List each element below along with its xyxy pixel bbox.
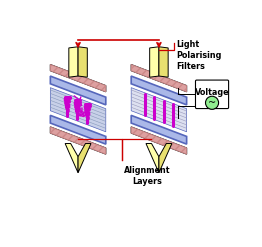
Polygon shape	[50, 64, 106, 92]
Polygon shape	[50, 88, 106, 132]
Polygon shape	[131, 127, 187, 154]
Polygon shape	[50, 76, 106, 105]
Polygon shape	[131, 64, 187, 92]
Circle shape	[205, 96, 219, 109]
Polygon shape	[78, 47, 87, 77]
Polygon shape	[159, 144, 172, 173]
Polygon shape	[146, 144, 159, 173]
Polygon shape	[50, 64, 106, 92]
Polygon shape	[50, 127, 106, 154]
Polygon shape	[78, 144, 91, 173]
Polygon shape	[50, 115, 106, 144]
Polygon shape	[159, 47, 168, 77]
Polygon shape	[131, 127, 187, 154]
Polygon shape	[50, 127, 106, 154]
Polygon shape	[65, 144, 78, 173]
FancyBboxPatch shape	[195, 80, 229, 109]
Text: ~: ~	[208, 98, 216, 108]
Text: Voltage: Voltage	[195, 87, 229, 97]
Text: Light
Polarising
Filters: Light Polarising Filters	[176, 40, 221, 71]
Polygon shape	[69, 47, 78, 77]
Text: Alignment
Layers: Alignment Layers	[124, 166, 171, 186]
Polygon shape	[150, 47, 159, 77]
Polygon shape	[131, 64, 187, 92]
Polygon shape	[131, 88, 187, 132]
Polygon shape	[131, 115, 187, 144]
Polygon shape	[131, 76, 187, 105]
